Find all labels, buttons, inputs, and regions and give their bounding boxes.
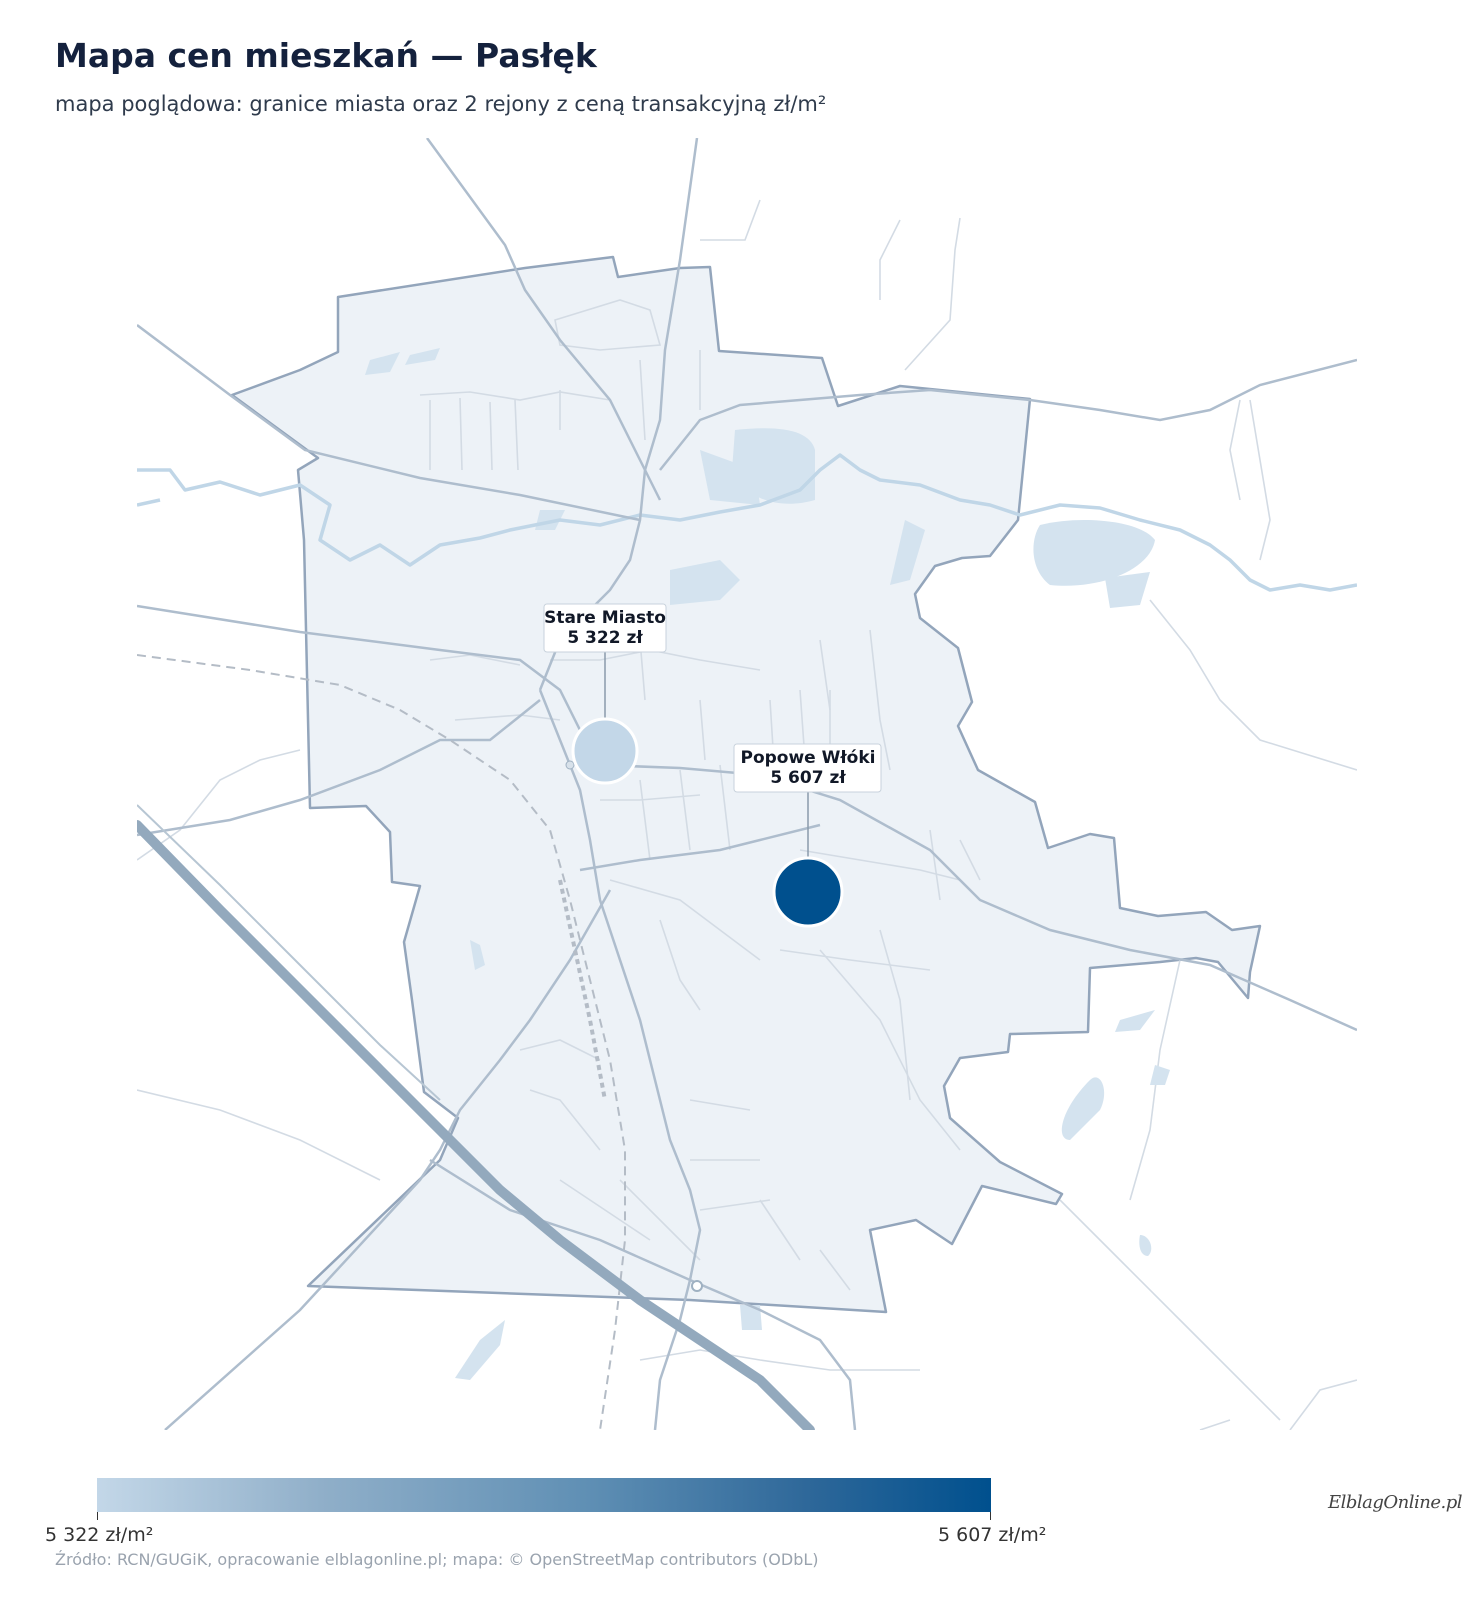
railway (137, 654, 626, 1430)
source-note: Źródło: RCN/GUGiK, opracowanie elblagonl… (55, 1550, 819, 1569)
page-subtitle: mapa poglądowa: granice miasta oraz 2 re… (55, 92, 827, 116)
region-price-label: 5 607 zł (770, 768, 846, 788)
region-name-label: Stare Miasto (544, 608, 666, 628)
water-bodies (365, 348, 1170, 1380)
page-title: Mapa cen mieszkań — Pasłęk (55, 36, 597, 75)
publisher-logo: ElblagOnline.pl (1328, 1492, 1463, 1513)
legend-max-label: 5 607 zł/m² (938, 1524, 1047, 1546)
price-bubble[interactable] (571, 717, 639, 785)
region-marker-popowe-wloki[interactable]: Popowe Włóki 5 607 zł (733, 743, 882, 928)
region-name-label: Popowe Włóki (740, 748, 875, 768)
region-label-box (543, 603, 667, 653)
expressway (137, 820, 815, 1430)
legend-min-label: 5 322 zł/m² (45, 1524, 154, 1546)
region-marker-stare-miasto[interactable]: Stare Miasto 5 322 zł (543, 603, 667, 785)
legend-tick-min (97, 1512, 98, 1520)
region-label-box (733, 743, 882, 793)
color-scale-legend (97, 1478, 991, 1512)
river (137, 453, 1357, 592)
price-bubble[interactable] (772, 856, 844, 928)
region-price-label: 5 322 zł (567, 628, 643, 648)
legend-tick-max (990, 1512, 991, 1520)
